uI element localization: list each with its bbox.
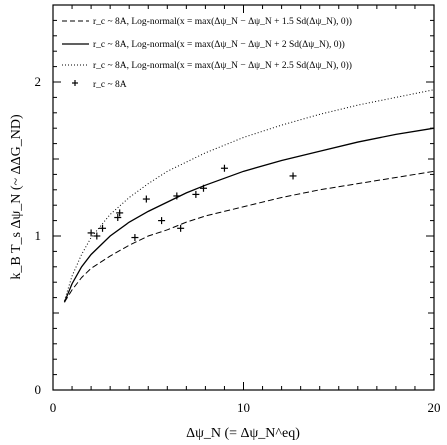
series-line-dashed — [64, 170, 435, 303]
data-point — [177, 224, 185, 232]
data-point — [131, 234, 139, 242]
legend-label-3: r_c ~ 8A, Log-normal(x = max(Δψ_N − Δψ_N… — [93, 60, 352, 71]
data-point — [93, 232, 101, 240]
y-tick-label: 1 — [35, 228, 42, 243]
data-point — [199, 184, 207, 192]
x-axis-label: Δψ_N (= Δψ_N^eq) — [186, 426, 300, 441]
legend: r_c ~ 8A, Log-normal(x = max(Δψ_N − Δψ_N… — [62, 16, 352, 90]
data-point — [220, 164, 228, 172]
data-point — [87, 229, 95, 237]
data-point — [114, 214, 122, 222]
legend-label-4: r_c ~ 8A — [93, 80, 127, 90]
y-tick-label: 2 — [35, 74, 42, 89]
y-tick-label: 0 — [35, 382, 42, 397]
x-tick-label: 10 — [237, 400, 250, 415]
legend-label-2: r_c ~ 8A, Log-normal(x = max(Δψ_N − Δψ_N… — [93, 39, 345, 50]
legend-swatch-plus — [72, 80, 78, 86]
y-axis-label: k_B T_s Δψ_N (~ ΔΔG_ND) — [9, 114, 24, 280]
x-tick-label: 20 — [428, 400, 441, 415]
data-point — [116, 209, 124, 217]
legend-label-1: r_c ~ 8A, Log-normal(x = max(Δψ_N − Δψ_N… — [93, 16, 352, 27]
data-point — [173, 192, 181, 200]
series-curves — [63, 89, 435, 303]
series-line-dotted — [63, 89, 435, 301]
data-point — [192, 190, 200, 198]
data-point — [142, 195, 150, 203]
x-tick-label: 0 — [50, 400, 57, 415]
series-points — [87, 164, 297, 242]
data-point — [289, 172, 297, 180]
data-point — [99, 224, 107, 232]
data-point — [158, 217, 166, 225]
axis-ticks: 0 10 20 0 1 2 — [35, 4, 441, 415]
